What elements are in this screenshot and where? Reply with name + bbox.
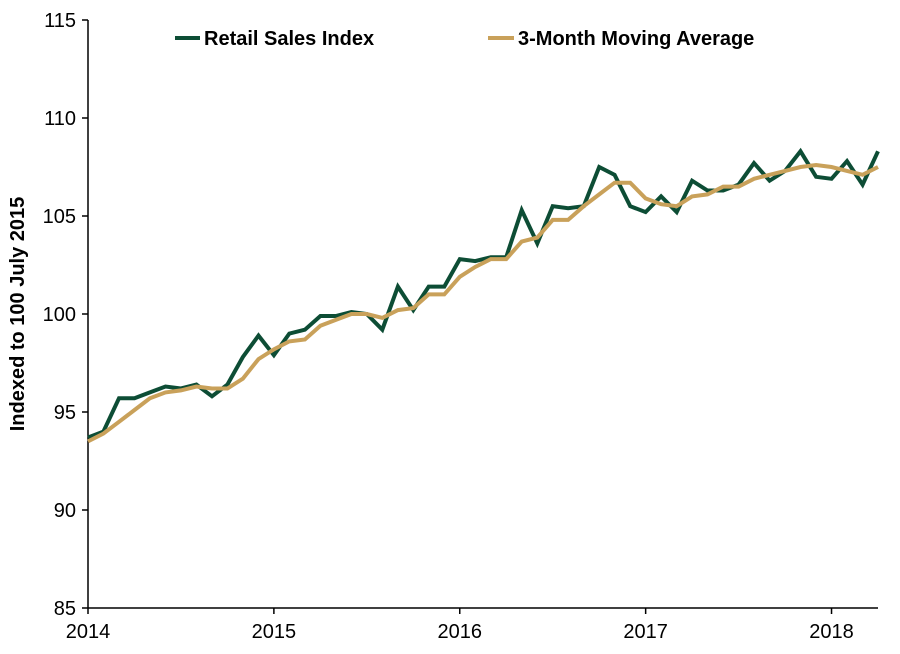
plot-area: 85 90 95 100 105 110 115 2014 2015 2016 2017 2018	[43, 10, 880, 643]
series-line-retail-sales-index	[87, 147, 880, 440]
y-tick-label: 100	[43, 304, 76, 326]
y-tick-label: 105	[43, 206, 76, 228]
y-tick-label: 95	[54, 402, 76, 424]
y-tick-label: 110	[44, 108, 76, 130]
x-axis-ticks: 2014 2015 2016 2017 2018	[66, 608, 854, 643]
y-tick-label: 90	[54, 500, 76, 522]
y-axis-ticks: 85 90 95 100 105 110 115	[43, 10, 88, 620]
series-line-3-month-moving-average	[87, 162, 879, 444]
x-tick-label: 2014	[66, 621, 111, 643]
x-tick-label: 2015	[252, 621, 297, 643]
x-tick-label: 2017	[623, 621, 668, 643]
x-tick-label: 2018	[809, 621, 854, 643]
legend: Retail Sales Index 3-Month Moving Averag…	[175, 28, 754, 50]
x-tick-label: 2016	[438, 621, 483, 643]
y-axis-title: Indexed to 100 July 2015	[7, 197, 29, 432]
series-layer	[87, 147, 880, 444]
legend-label-3-month-moving-average: 3-Month Moving Average	[518, 28, 754, 50]
y-tick-label: 115	[44, 10, 76, 32]
y-tick-label: 85	[54, 598, 76, 620]
legend-label-retail-sales-index: Retail Sales Index	[204, 28, 374, 50]
